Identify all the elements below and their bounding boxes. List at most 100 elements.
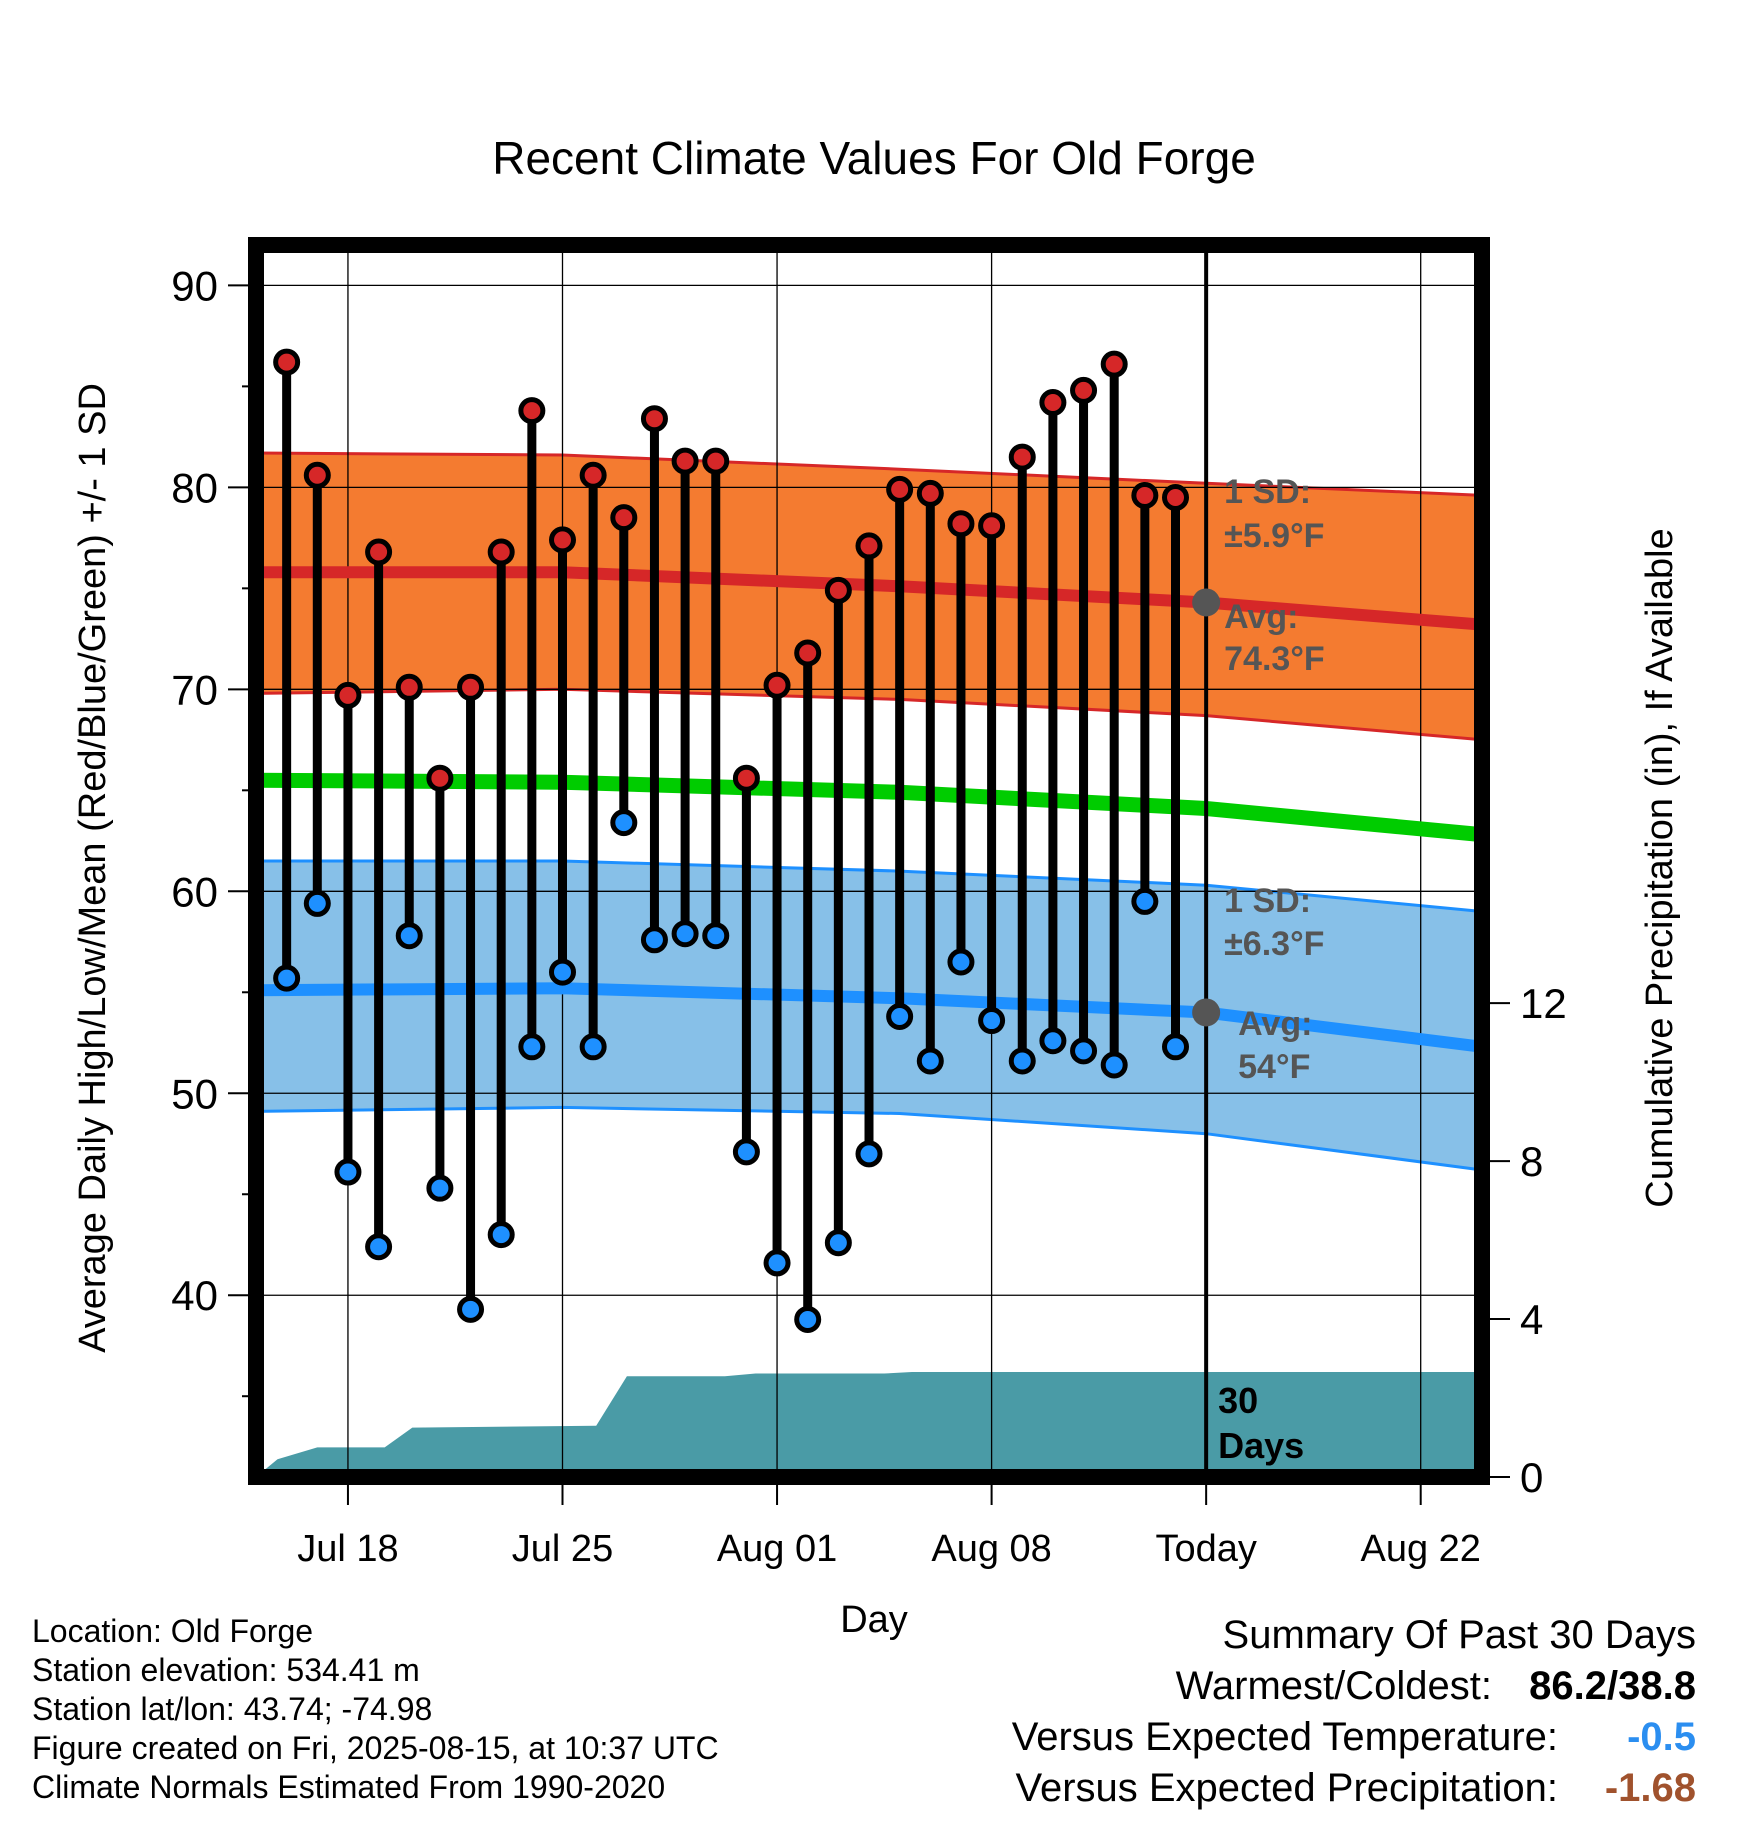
daily-high-point xyxy=(487,538,515,566)
daily-low-point xyxy=(916,1047,944,1075)
daily-high-point xyxy=(579,461,607,489)
daily-low-point xyxy=(395,922,423,950)
daily-high-point xyxy=(273,348,301,376)
daily-high-point xyxy=(549,526,576,554)
daily-high-point xyxy=(886,475,914,503)
normals-text: Climate Normals Estimated From 1990-2020 xyxy=(32,1769,666,1805)
daily-high-point xyxy=(395,673,423,701)
daily-high-point xyxy=(365,538,393,566)
temp-departure-value: -0.5 xyxy=(1627,1715,1696,1759)
warmest-coldest-label: Warmest/Coldest: xyxy=(1175,1664,1492,1708)
daily-low-point xyxy=(518,1033,546,1061)
daily-low-point xyxy=(426,1174,454,1202)
y-tick-label-right: 12 xyxy=(1520,980,1567,1027)
precip-departure-label: Versus Expected Precipitation: xyxy=(1015,1766,1558,1810)
daily-low-point xyxy=(457,1295,485,1323)
daily-low-point xyxy=(671,920,699,948)
daily-low-point xyxy=(947,948,975,976)
y-axis-label-left: Average Daily High/Low/Mean (Red/Blue/Gr… xyxy=(72,383,114,1353)
daily-low-point xyxy=(732,1138,760,1166)
y-tick-label-right: 4 xyxy=(1520,1296,1543,1343)
daily-high-point xyxy=(457,673,485,701)
high-avg-marker xyxy=(1192,588,1221,617)
warmest-coldest-value: 86.2/38.8 xyxy=(1529,1664,1696,1708)
daily-low-point xyxy=(978,1007,1006,1035)
high-sd-annotation-line1: 1 SD: xyxy=(1224,473,1311,511)
high-sd-annotation-line2: ±5.9°F xyxy=(1224,517,1324,555)
daily-high-point xyxy=(794,639,822,667)
daily-low-point xyxy=(886,1003,914,1031)
daily-high-point xyxy=(824,576,852,604)
daily-low-point xyxy=(1039,1027,1067,1055)
created-text: Figure created on Fri, 2025-08-15, at 10… xyxy=(32,1730,719,1766)
y-tick-label-left: 60 xyxy=(171,868,218,915)
daily-high-point xyxy=(1039,389,1067,417)
daily-low-point xyxy=(794,1305,822,1333)
low-sd-annotation-line1: 1 SD: xyxy=(1224,882,1311,920)
x-axis-label: Day xyxy=(840,1599,908,1641)
daily-low-point xyxy=(1070,1037,1098,1065)
daily-high-point xyxy=(947,510,975,538)
high-avg-annotation-line2: 74.3°F xyxy=(1224,640,1325,678)
x-tick-label: Aug 22 xyxy=(1360,1528,1480,1570)
period-label-line1: 30 xyxy=(1218,1380,1258,1421)
x-tick-label: Jul 25 xyxy=(512,1528,613,1570)
daily-low-point xyxy=(824,1229,852,1257)
y-tick-label-left: 90 xyxy=(171,262,218,309)
precip-departure-row: Versus Expected Precipitation: -1.68 xyxy=(1012,1763,1696,1814)
low-avg-marker xyxy=(1192,998,1221,1027)
daily-low-point xyxy=(855,1140,883,1168)
y-tick-label-right: 0 xyxy=(1520,1454,1543,1501)
daily-low-point xyxy=(273,964,301,992)
plot-area: 1 SD: ±5.9°F Avg: 74.3°F 1 SD: ±6.3°F Avg: 54°F… xyxy=(171,237,1567,1570)
daily-low-point xyxy=(1131,887,1159,915)
daily-low-point xyxy=(640,926,668,954)
daily-high-point xyxy=(1008,443,1036,471)
precip-departure-value: -1.68 xyxy=(1604,1766,1696,1810)
high-avg-annotation-line1: Avg: xyxy=(1224,598,1298,636)
daily-high-point xyxy=(732,764,760,792)
station-info: Location: Old Forge Station elevation: 5… xyxy=(32,1612,719,1807)
y-tick-label-left: 70 xyxy=(171,666,218,713)
y-tick-label-left: 40 xyxy=(171,1272,218,1319)
daily-low-point xyxy=(334,1158,362,1186)
daily-high-point xyxy=(671,447,699,475)
temp-departure-row: Versus Expected Temperature: -0.5 xyxy=(1012,1712,1696,1763)
y-tick-label-left: 80 xyxy=(171,464,218,511)
elevation-text: Station elevation: 534.41 m xyxy=(32,1652,420,1688)
daily-high-point xyxy=(1070,376,1098,404)
daily-high-point xyxy=(916,479,944,507)
daily-high-point xyxy=(1162,483,1189,511)
temp-departure-label: Versus Expected Temperature: xyxy=(1011,1715,1558,1759)
daily-high-point xyxy=(855,532,883,560)
low-avg-annotation-line2: 54°F xyxy=(1238,1048,1310,1086)
x-tick-label: Jul 18 xyxy=(297,1528,398,1570)
daily-low-point xyxy=(702,922,730,950)
y-tick-label-right: 8 xyxy=(1520,1138,1543,1185)
daily-low-point xyxy=(1162,1033,1189,1061)
daily-high-point xyxy=(1131,481,1159,509)
daily-low-point xyxy=(549,958,576,986)
daily-high-point xyxy=(763,671,791,699)
daily-low-point xyxy=(487,1221,515,1249)
daily-low-point xyxy=(303,889,331,917)
plot-inner xyxy=(256,245,1482,1477)
y-tick-label-left: 50 xyxy=(171,1070,218,1117)
period-label-line2: Days xyxy=(1218,1425,1304,1466)
chart-title: Recent Climate Values For Old Forge xyxy=(492,132,1256,184)
daily-high-point xyxy=(1100,350,1128,378)
daily-high-point xyxy=(978,512,1006,540)
daily-low-point xyxy=(579,1033,607,1061)
latlon-text: Station lat/lon: 43.74; -74.98 xyxy=(32,1691,433,1727)
summary-title: Summary Of Past 30 Days xyxy=(1222,1613,1696,1657)
low-lower-line xyxy=(256,1105,1482,1172)
daily-low-point xyxy=(1100,1051,1128,1079)
x-tick-label: Aug 08 xyxy=(931,1528,1051,1570)
daily-low-point xyxy=(1008,1047,1036,1075)
daily-low-point xyxy=(763,1249,791,1277)
y-axis-label-right: Cumulative Precipitation (in), If Availa… xyxy=(1639,528,1681,1207)
plot-frame xyxy=(248,237,1490,1485)
daily-high-point xyxy=(610,504,638,532)
daily-high-point xyxy=(426,764,454,792)
